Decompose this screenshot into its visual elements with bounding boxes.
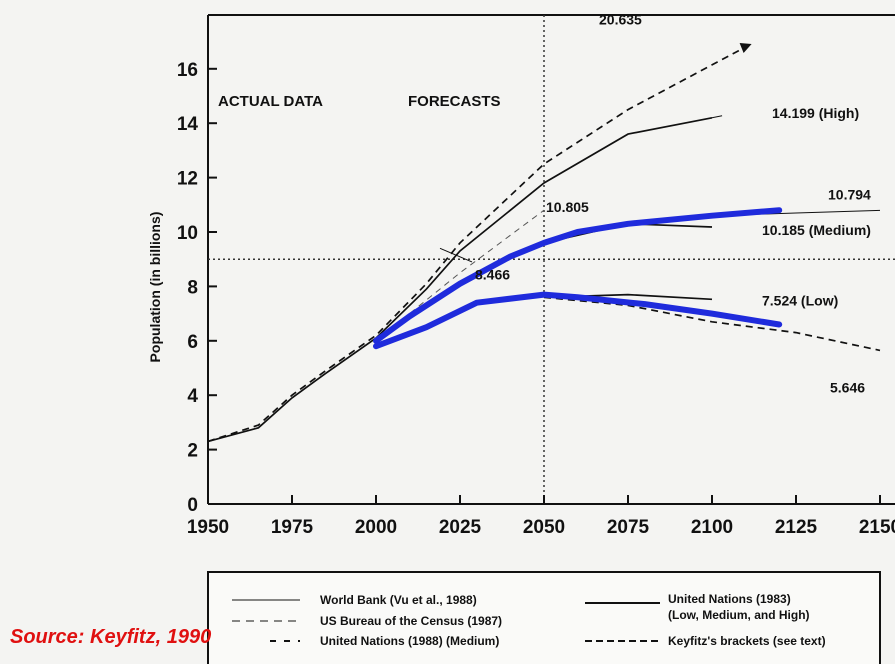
- x-tick-label: 1950: [187, 517, 229, 538]
- x-tick-label: 2050: [523, 517, 565, 538]
- y-tick-label: 6: [187, 332, 198, 353]
- plot-frame: [207, 14, 895, 505]
- legend-label-census: US Bureau of the Census (1987): [320, 614, 502, 628]
- annotation-label: 10.794: [828, 186, 871, 202]
- x-tick-label: 2025: [439, 517, 482, 538]
- y-tick-label: 12: [177, 169, 198, 190]
- y-tick-label: 2: [187, 441, 198, 462]
- forecasts-label: FORECASTS: [408, 93, 501, 110]
- legend-label-keyfitz: Keyfitz's brackets (see text): [668, 634, 826, 648]
- y-axis-label: Population (in billions): [147, 212, 163, 363]
- legend-label-un-1983: United Nations (1983): [668, 592, 791, 606]
- annotation-label: 14.199 (High): [772, 105, 859, 121]
- legend: World Bank (Vu et al., 1988) US Bureau o…: [207, 571, 881, 664]
- actual-data-label: ACTUAL DATA: [218, 93, 323, 110]
- y-tick-label: 4: [187, 386, 198, 407]
- leader-line: [711, 115, 723, 119]
- annotation-label: 8.466: [475, 267, 510, 283]
- y-tick-label: 16: [177, 60, 198, 81]
- annotation-label: 7.524 (Low): [762, 292, 838, 308]
- series-line-0: [207, 116, 713, 443]
- source-citation: Source: Keyfitz, 1990: [10, 626, 212, 648]
- series-line-1: [207, 46, 746, 443]
- y-tick-label: 14: [177, 114, 199, 135]
- annotation-label: 5.646: [830, 379, 865, 395]
- x-tick-label: 1975: [271, 517, 314, 538]
- series-line-7: [373, 207, 783, 344]
- y-tick-label: 8: [187, 277, 198, 298]
- legend-frame: [207, 571, 881, 664]
- y-tick-label: 0: [187, 495, 198, 516]
- x-tick-label: 2075: [607, 517, 650, 538]
- annotation-label: 20.635: [599, 11, 642, 27]
- reference-lines: [208, 15, 895, 504]
- series-layer: [207, 43, 881, 443]
- y-tick-label: 10: [177, 223, 198, 244]
- annotation-label: 10.805: [546, 199, 589, 215]
- x-tick-label: 2100: [691, 517, 733, 538]
- arrowhead-icon: [739, 43, 752, 54]
- x-tick-label: 2000: [355, 517, 397, 538]
- legend-label-un-1983-variants: (Low, Medium, and High): [668, 608, 810, 622]
- annotations-layer: 20.635 14.199 (High) 10.805 10.794 10.185 (M…: [439, 11, 871, 395]
- x-tick-label: 2125: [775, 517, 818, 538]
- leader-line: [439, 247, 473, 263]
- legend-label-un-1988: United Nations (1988) (Medium): [320, 634, 499, 648]
- series-line-6: [543, 296, 881, 352]
- series-line-8: [373, 291, 783, 350]
- legend-label-world-bank: World Bank (Vu et al., 1988): [320, 593, 477, 607]
- annotation-label: 10.185 (Medium): [762, 222, 871, 238]
